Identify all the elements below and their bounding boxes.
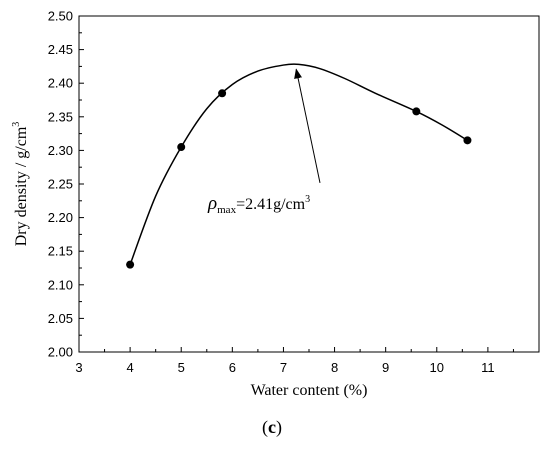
y-tick-label: 2.10 (48, 277, 73, 292)
x-tick-label: 9 (382, 360, 389, 375)
y-tick-label: 2.30 (48, 143, 73, 158)
panel-label: (c) (262, 417, 282, 438)
y-tick-label: 2.50 (48, 9, 73, 24)
data-point (218, 89, 227, 98)
y-tick-labels: 2.00 2.05 2.10 2.15 2.20 2.25 2.30 2.35 2.40 2.45… (48, 9, 73, 360)
data-point (177, 143, 186, 152)
annotation-value: =2.41g/cm (236, 196, 306, 213)
x-tick-label: 10 (430, 360, 444, 375)
y-tick-label: 2.45 (48, 42, 73, 57)
y-tick-label: 2.00 (48, 345, 73, 360)
y-tick-label: 2.20 (48, 210, 73, 225)
data-points (126, 89, 472, 269)
annotation-superscript: 3 (305, 194, 310, 205)
annotation-arrow (294, 68, 321, 183)
fit-curve (129, 63, 468, 265)
y-axis-title: Dry density / g/cm3 (11, 122, 30, 247)
annotation-subscript: max (217, 204, 236, 216)
panel-label-open: ( (262, 417, 268, 438)
annotation-symbol: ρ (207, 193, 217, 214)
y-tick-label: 2.35 (48, 109, 73, 124)
x-tick-label: 8 (331, 360, 338, 375)
y-axis-title-superscript: 3 (11, 122, 22, 127)
x-tick-label: 11 (481, 360, 495, 375)
annotation-label: ρmax=2.41g/cm3 (207, 193, 310, 216)
panel-label-letter: c (268, 417, 276, 437)
axis-ticks (78, 15, 514, 353)
x-tick-label: 5 (178, 360, 185, 375)
x-tick-label: 7 (280, 360, 287, 375)
x-tick-label: 3 (75, 360, 82, 375)
data-point (126, 260, 135, 269)
data-point (463, 136, 472, 145)
x-tick-labels: 3 4 5 6 7 8 9 10 11 (75, 360, 494, 375)
x-tick-label: 4 (126, 360, 133, 375)
x-axis-title: Water content (%) (251, 382, 368, 399)
y-tick-label: 2.40 (48, 76, 73, 91)
y-axis-title-text: Dry density / g/cm (13, 126, 30, 246)
y-tick-label: 2.05 (48, 311, 73, 326)
panel-label-close: ) (276, 417, 282, 438)
y-tick-label: 2.15 (48, 244, 73, 259)
x-tick-label: 6 (229, 360, 236, 375)
data-point (412, 107, 421, 116)
y-tick-label: 2.25 (48, 177, 73, 192)
